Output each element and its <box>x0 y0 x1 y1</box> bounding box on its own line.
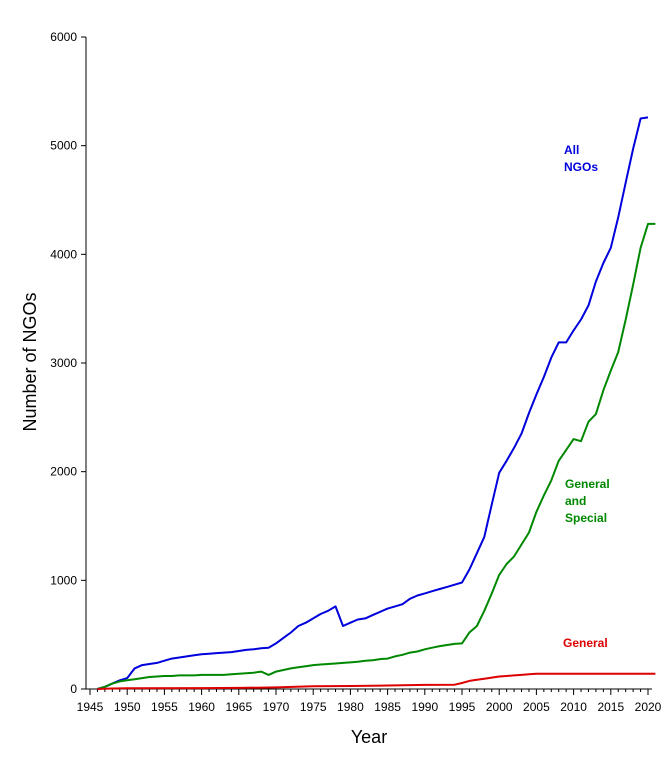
x-tick-label: 1985 <box>374 700 401 714</box>
y-tick-label: 6000 <box>50 30 77 44</box>
x-tick-label: 2000 <box>486 700 513 714</box>
x-tick-label: 1945 <box>77 700 104 714</box>
x-tick-label: 1975 <box>300 700 327 714</box>
series-label-all-ngos: All NGOs <box>564 143 598 174</box>
y-axis-ticks: 0 1000 2000 3000 4000 5000 6000 <box>50 30 86 696</box>
x-tick-label: 2005 <box>523 700 550 714</box>
x-tick-label: 2020 <box>635 700 662 714</box>
x-tick-label: 2015 <box>597 700 624 714</box>
series-line-general <box>97 672 656 690</box>
x-tick-label: 1950 <box>114 700 141 714</box>
x-tick-label: 1955 <box>151 700 178 714</box>
x-axis-ticks: 1945 1950 1955 1960 1965 1970 1975 1980 1985 1990… <box>77 689 662 714</box>
y-tick-label: 0 <box>70 682 77 696</box>
series-label-general: General <box>563 636 608 650</box>
x-tick-label: 1995 <box>449 700 476 714</box>
series-group <box>97 116 656 690</box>
series-label-general-and-special: General and Special <box>565 477 610 525</box>
x-axis-title: Year <box>351 727 387 747</box>
series-labels: All NGOs General and Special General <box>563 143 610 650</box>
x-tick-label: 1980 <box>337 700 364 714</box>
x-tick-label: 2010 <box>560 700 587 714</box>
x-tick-label: 1990 <box>411 700 438 714</box>
x-tick-label: 1960 <box>188 700 215 714</box>
x-tick-label: 1970 <box>263 700 290 714</box>
y-axis-title: Number of NGOs <box>20 292 40 431</box>
series-line-all-ngos <box>97 116 649 690</box>
y-tick-label: 4000 <box>50 247 77 261</box>
x-tick-label: 1965 <box>225 700 252 714</box>
y-tick-label: 3000 <box>50 356 77 370</box>
y-tick-label: 2000 <box>50 465 77 479</box>
y-tick-label: 5000 <box>50 139 77 153</box>
series-line-general-and-special <box>97 222 656 690</box>
y-tick-label: 1000 <box>50 573 77 587</box>
